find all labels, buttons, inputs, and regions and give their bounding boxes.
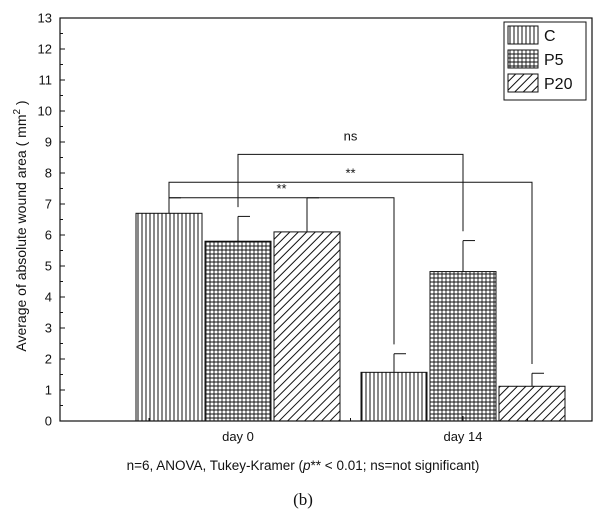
y-tick-label: 2	[45, 352, 52, 367]
bar-c-day-0	[135, 212, 203, 422]
significance-label: **	[276, 181, 286, 196]
legend-label-p5: P5	[544, 52, 564, 69]
significance-bracket	[168, 181, 533, 364]
bar-p5-day-14	[429, 271, 497, 422]
legend-label-p20: P20	[544, 76, 573, 93]
statistics-footnote: n=6, ANOVA, Tukey-Kramer (p** < 0.01; ns…	[126, 458, 480, 473]
bar-p20-day-0	[273, 231, 341, 422]
significance-label: **	[345, 165, 355, 180]
bar-p5-day-0	[204, 240, 272, 422]
significance-bracket	[237, 153, 464, 232]
y-tick-label: 1	[45, 383, 52, 398]
y-tick-label: 0	[45, 414, 52, 429]
y-tick-label: 6	[45, 228, 52, 243]
y-tick-label: 11	[39, 73, 53, 88]
y-tick-label: 4	[45, 290, 52, 305]
figure-label: (b)	[293, 490, 313, 509]
significance-bracket	[168, 188, 395, 345]
y-tick-label: 12	[38, 42, 52, 57]
x-tick-label: day 14	[443, 429, 482, 444]
bar-c-day-14	[360, 371, 428, 422]
legend-swatch-c	[507, 25, 539, 45]
y-tick-label: 8	[45, 166, 52, 181]
significance-label: ns	[344, 128, 358, 143]
y-tick-label: 5	[45, 259, 52, 274]
legend-label-c: C	[544, 28, 556, 45]
y-tick-label: 10	[38, 104, 52, 119]
legend-swatch-p20	[507, 73, 539, 93]
legend-swatch-p5	[507, 49, 539, 69]
y-tick-label: 13	[38, 11, 52, 26]
y-tick-label: 9	[45, 135, 52, 150]
y-tick-label: 7	[45, 197, 52, 212]
y-tick-label: 3	[45, 321, 52, 336]
y-axis-title: Average of absolute wound area ( mm2 )	[12, 100, 29, 351]
bar-p20-day-14	[498, 385, 566, 422]
x-tick-label: day 0	[222, 429, 254, 444]
y-axis-title-superscript: 2	[12, 109, 23, 115]
